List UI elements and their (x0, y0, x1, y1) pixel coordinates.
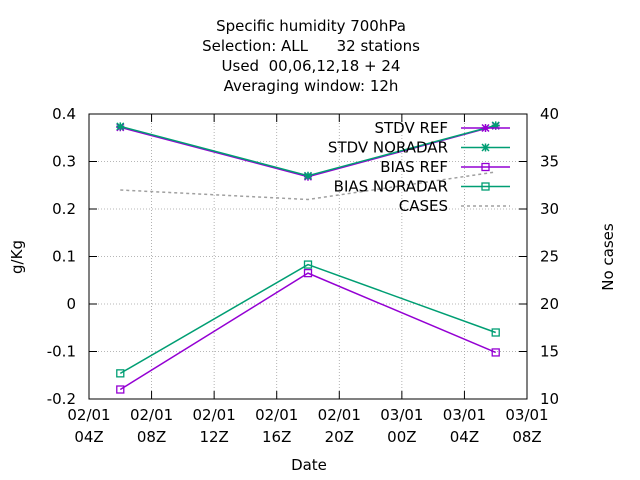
bias-ref-square-point (116, 385, 125, 394)
legend-item-bias-ref: BIAS REF (380, 158, 510, 176)
legend-item-cases: CASES (399, 197, 510, 215)
title-line-1: Specific humidity 700hPa (216, 17, 406, 35)
y2-tick-labels: 10 15 20 25 30 35 40 (540, 105, 559, 408)
y2-tick-label: 15 (540, 343, 559, 361)
x-tick-label-hour: 04Z (450, 428, 479, 446)
x-tick-label-date: 03/01 (443, 406, 486, 424)
y2-tick-label: 40 (540, 105, 559, 123)
y-tick-labels: -0.2 -0.1 0 0.1 0.2 0.3 0.4 (47, 105, 76, 408)
series-bias-ref (116, 268, 500, 394)
series-cases (120, 171, 496, 201)
series-stdv-noradar (116, 121, 500, 180)
x-tick-label-hour: 12Z (199, 428, 228, 446)
stdv-noradar-star-point (491, 121, 500, 130)
y-tick-label: -0.2 (47, 390, 76, 408)
x-tick-label-date: 02/01 (318, 406, 361, 424)
bias-ref-square-point (491, 348, 500, 357)
y2-tick-label: 10 (540, 390, 559, 408)
y-tick-label: 0 (66, 295, 76, 313)
bias-ref-square-point (303, 268, 313, 278)
bias-ref-line (119, 272, 497, 391)
legend-label: BIAS NORADAR (334, 178, 448, 196)
x-tick-label-date: 03/01 (505, 406, 548, 424)
x-tick-label-date: 02/01 (67, 406, 110, 424)
chart-title: Specific humidity 700hPa Selection: ALL … (0, 16, 622, 96)
series-layer (116, 121, 500, 394)
legend-stdv-ref-star-point (481, 123, 490, 133)
y2-tick-label: 30 (540, 200, 559, 218)
x-tick-label-hour: 16Z (262, 428, 291, 446)
y2-tick-label: 25 (540, 248, 559, 266)
x-tick-label-hour: 08Z (512, 428, 541, 446)
cases-line (120, 171, 496, 201)
stdv-noradar-star-point (303, 171, 313, 180)
legend-bias-noradar-square-point (481, 182, 490, 191)
y2-tick-label: 35 (540, 153, 559, 171)
y-tick-label: 0.3 (52, 153, 76, 171)
legend-label: CASES (399, 197, 448, 215)
legend-label: STDV NORADAR (328, 139, 448, 157)
y-axis-label: g/Kg (8, 240, 26, 274)
x-tick-label-date: 02/01 (255, 406, 298, 424)
y2-tick-label: 20 (540, 295, 559, 313)
legend-item-stdv-noradar: STDV NORADAR (328, 139, 510, 157)
y2-axis-label: No cases (599, 223, 617, 291)
x-tick-label-hour: 08Z (137, 428, 166, 446)
legend-label: BIAS REF (380, 158, 448, 176)
y-tick-label: 0.1 (52, 248, 76, 266)
grid (89, 114, 527, 399)
x-tick-label-hour: 20Z (325, 428, 354, 446)
legend-item-bias-noradar: BIAS NORADAR (334, 178, 510, 196)
y-tick-label: 0.2 (52, 200, 76, 218)
legend-item-stdv-ref: STDV REF (374, 119, 510, 137)
title-line-2: Selection: ALL 32 stations (202, 37, 420, 55)
x-tick-label-date: 03/01 (380, 406, 423, 424)
x-tick-label-hour: 04Z (74, 428, 103, 446)
bias-noradar-line (119, 263, 496, 374)
legend-label: STDV REF (374, 119, 448, 137)
legend-bias-ref-square-point (481, 162, 490, 172)
legend-stdv-noradar-star-point (481, 143, 490, 152)
x-tick-label-hour: 00Z (387, 428, 416, 446)
x-tick-labels: 02/01 04Z 02/01 08Z 02/01 12Z 02/01 16Z 02/01 20Z… (67, 406, 548, 446)
x-axis-label: Date (291, 456, 327, 474)
title-line-3: Used 00,06,12,18 + 24 (221, 57, 401, 75)
bias-noradar-square-point (491, 328, 500, 337)
y-tick-label: -0.1 (47, 343, 76, 361)
title-line-4: Averaging window: 12h (223, 77, 399, 95)
bias-noradar-square-point (303, 260, 313, 269)
bias-noradar-square-point (116, 369, 125, 378)
x-tick-label-date: 02/01 (130, 406, 173, 424)
tick-marks (88, 113, 528, 400)
stdv-noradar-star-point (116, 122, 125, 131)
y-tick-label: 0.4 (52, 105, 76, 123)
series-bias-noradar (116, 260, 500, 378)
x-tick-label-date: 02/01 (193, 406, 236, 424)
